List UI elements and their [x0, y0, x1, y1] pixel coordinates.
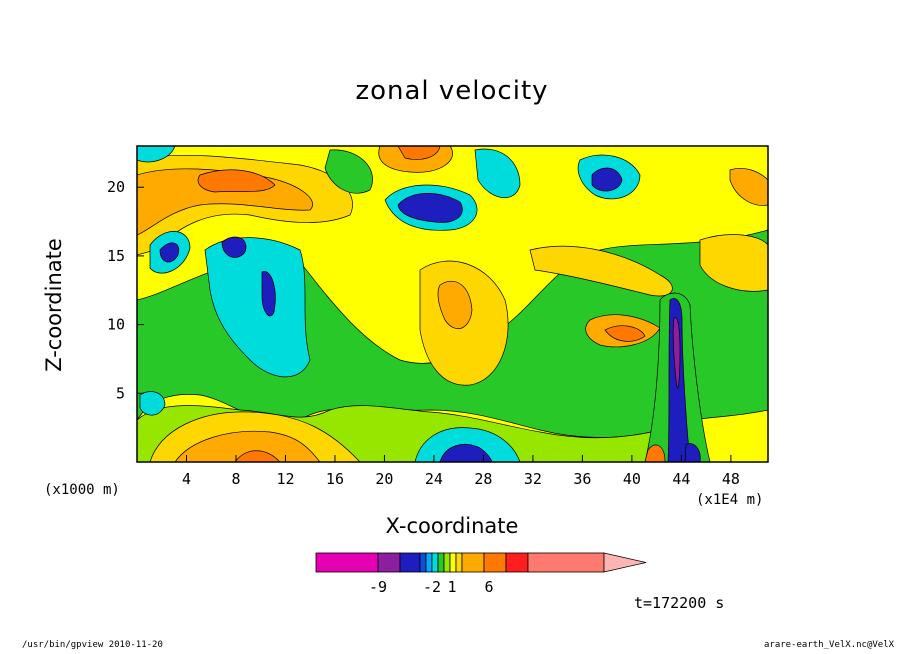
contour-region: [159, 242, 180, 263]
x-unit-note-right: (x1E4 m): [696, 492, 764, 508]
colorbar-label: -9: [369, 578, 387, 596]
colorbar-segment: [431, 552, 439, 573]
chart-title: zonal velocity: [355, 76, 549, 106]
colorbar-segment: [437, 552, 445, 573]
colorbar-segment: [443, 552, 451, 573]
contour-region: [644, 444, 666, 462]
plot-area: [137, 146, 768, 462]
y-tick-label: 5: [116, 384, 125, 402]
contour-region: [684, 443, 701, 462]
x-tick-label: 48: [722, 470, 740, 488]
colorbar-segment: [425, 552, 433, 573]
contour-region: [397, 193, 463, 223]
x-unit-note: (x1000 m): [44, 482, 120, 498]
colorbar-arrow: [603, 552, 647, 573]
x-tick-label: 40: [623, 470, 641, 488]
footer-left: /usr/bin/gpview 2010-11-20: [22, 640, 163, 650]
contour-region: [174, 430, 321, 462]
colorbar-segment: [455, 552, 463, 573]
colorbar-segment: [315, 552, 379, 573]
colorbar-segment: [449, 552, 457, 573]
contour-region: [261, 271, 276, 317]
y-tick-label: 15: [107, 247, 125, 265]
x-tick-label: 24: [425, 470, 443, 488]
x-tick-label: 44: [672, 470, 690, 488]
contour-region: [672, 317, 681, 389]
contour-region: [221, 236, 247, 258]
x-tick-label: 12: [276, 470, 294, 488]
colorbar-label: 1: [447, 578, 456, 596]
x-axis-label: X-coordinate: [385, 514, 519, 538]
x-tick-label: 32: [524, 470, 542, 488]
colorbar-segment: [527, 552, 605, 573]
contour-region: [604, 325, 646, 342]
contour-region: [474, 148, 521, 199]
colorbar-segment: [505, 552, 529, 573]
y-tick-label: 20: [107, 178, 125, 196]
contour-region: [437, 280, 473, 330]
contour-region: [139, 391, 166, 416]
plot-frame: [136, 145, 769, 463]
colorbar-label: 6: [484, 578, 493, 596]
time-annotation: t=172200 s: [634, 594, 725, 612]
colorbar-segment: [461, 552, 485, 573]
x-tick-label: 36: [573, 470, 591, 488]
contour-region: [204, 237, 311, 378]
contour-region: [439, 444, 493, 462]
x-ticks: 4 8 12 16 20 24 28 32 36 40 44 48: [182, 455, 740, 488]
colorbar-segment: [377, 552, 401, 573]
colorbar-segment: [483, 552, 507, 573]
colorbar-segment: [399, 552, 421, 573]
contour-region: [529, 245, 673, 297]
contour-region: [729, 167, 768, 206]
x-tick-label: 28: [474, 470, 492, 488]
y-tick-label: 10: [107, 316, 125, 334]
colorbar-segment: [419, 552, 427, 573]
y-ticks: 5 10 15 20: [107, 178, 144, 402]
contour-region: [197, 169, 276, 193]
x-tick-label: 4: [182, 470, 191, 488]
x-tick-label: 16: [326, 470, 344, 488]
contour-region: [591, 167, 623, 192]
x-tick-label: 20: [375, 470, 393, 488]
x-tick-label: 8: [231, 470, 240, 488]
footer-right: arare-earth_VelX.nc@VelX: [764, 640, 895, 650]
contour-region: [324, 149, 373, 194]
colorbar-label: -2: [423, 578, 441, 596]
colorbar: -9 -2 1 6: [315, 552, 647, 596]
